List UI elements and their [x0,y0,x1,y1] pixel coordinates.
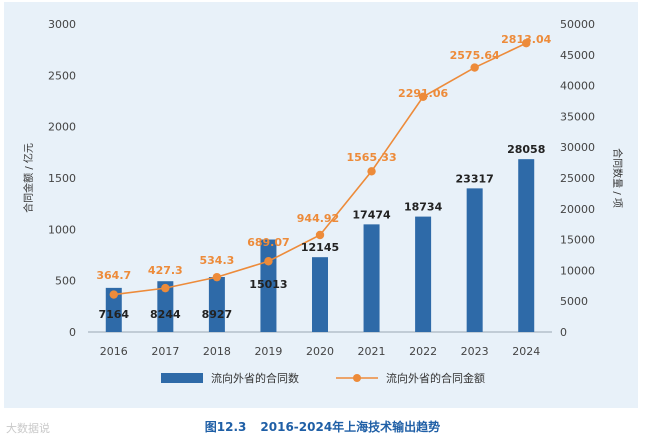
chart: 0500100015002000250030000500010000150002… [22,18,624,385]
bar [105,287,122,332]
right-tick-label: 0 [560,326,567,339]
figure-caption: 图12.3 2016-2024年上海技术输出趋势 [0,418,645,435]
line-value-label: 2291.06 [398,87,448,100]
bar [415,216,432,332]
legend-label-bar: 流向外省的合同数 [211,371,299,385]
right-tick-label: 25000 [560,172,595,185]
amount-point [367,167,376,176]
amount-point [161,283,170,293]
bar-value-label: 8244 [150,308,181,321]
right-axis-title: 合同数量 / 项 [611,148,624,208]
bar [157,281,174,332]
legend-swatch-marker [353,374,361,382]
line-value-label: 364.7 [96,269,131,282]
bar-value-label: 23317 [456,172,494,185]
amount-point [418,92,428,101]
bar [208,277,225,332]
right-tick-label: 50000 [560,18,595,31]
left-tick-label: 2500 [48,69,76,82]
x-tick-label: 2020 [306,345,334,358]
bar-value-label: 28058 [507,143,545,156]
amount-point [109,290,118,299]
bar-value-label: 15013 [249,278,287,291]
amount-point [212,272,222,282]
right-tick-label: 40000 [560,80,595,93]
left-tick-label: 0 [69,326,76,339]
left-tick-label: 3000 [48,18,76,31]
right-tick-label: 35000 [560,110,595,123]
right-tick-label: 5000 [560,295,588,308]
right-tick-label: 10000 [560,264,595,277]
right-tick-label: 20000 [560,203,595,216]
x-tick-label: 2016 [100,345,128,358]
line-value-label: 2813.04 [501,33,551,46]
amount-point [522,38,531,48]
left-tick-label: 2000 [48,121,76,134]
bar-value-label: 12145 [301,241,339,254]
bar-value-label: 7164 [98,308,129,321]
watermark: 大数据说 [6,422,50,435]
right-tick-label: 30000 [560,141,595,154]
amount-series-line [113,42,527,296]
left-tick-label: 1500 [48,172,76,185]
line-value-label: 1565.33 [347,151,397,164]
line-value-label: 2575.64 [450,49,500,62]
figure-title: 2016-2024年上海技术输出趋势 [260,420,441,434]
figure-number: 图12.3 [204,420,247,434]
x-tick-label: 2017 [151,345,179,358]
bar-value-label: 8927 [202,308,233,321]
x-tick-label: 2022 [409,345,437,358]
legend-label-line: 流向外省的合同金额 [386,371,485,385]
x-tick-label: 2021 [358,345,386,358]
left-tick-label: 500 [55,275,76,288]
x-tick-label: 2018 [203,345,231,358]
bar [312,257,328,332]
amount-point [264,257,273,266]
bar [518,159,535,332]
x-tick-label: 2024 [512,345,540,358]
bar-value-label: 18734 [404,201,443,214]
bar [363,224,380,332]
amount-point [315,230,325,240]
legend-swatch-bar [161,373,203,383]
bar-value-label: 17474 [352,208,391,221]
line-value-label: 689.07 [247,236,289,249]
bar [466,188,483,332]
line-value-label: 534.3 [199,254,234,267]
x-tick-label: 2019 [254,345,282,358]
left-tick-label: 1000 [48,223,76,236]
line-value-label: 427.3 [148,264,183,277]
right-tick-label: 45000 [560,49,595,62]
amount-point [470,63,479,72]
right-tick-label: 15000 [560,234,595,247]
line-value-label: 944.92 [297,212,339,225]
left-axis-title: 合同金额 / 亿元 [22,143,35,213]
x-tick-label: 2023 [461,345,489,358]
